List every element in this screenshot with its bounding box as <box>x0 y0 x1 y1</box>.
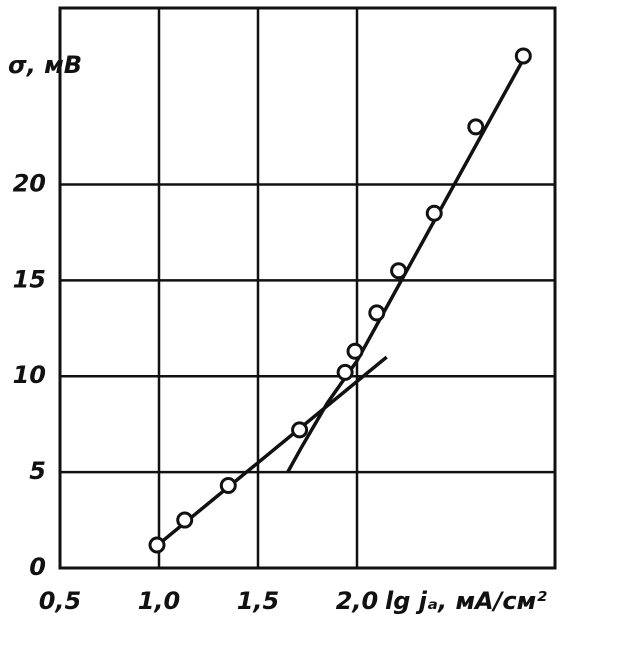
y-tick-label: 15 <box>13 265 46 293</box>
plot-frame <box>58 6 557 570</box>
data-point <box>336 363 354 381</box>
y-tick-label: 5 <box>29 457 46 485</box>
x-tick-label: 0,5 <box>39 587 82 615</box>
x-axis-label: lg jₐ, мА/см² <box>385 587 547 615</box>
data-point <box>467 118 485 136</box>
x-tick-label: 1,5 <box>237 587 280 615</box>
data-point <box>425 204 443 222</box>
y-tick-label: 10 <box>13 361 46 389</box>
x-tick-label: 1,0 <box>138 587 181 615</box>
data-point <box>176 511 194 529</box>
y-tick-label: 0 <box>29 553 46 581</box>
data-point <box>390 262 408 280</box>
y-tick-label: 20 <box>13 169 46 197</box>
data-point <box>291 421 309 439</box>
y-axis-label: σ, мВ <box>8 51 82 79</box>
data-point <box>346 342 364 360</box>
fit-line <box>286 51 529 473</box>
x-tick-label: 2,0 <box>336 587 379 615</box>
data-point <box>368 304 386 322</box>
data-point <box>148 536 166 554</box>
data-point <box>514 47 532 65</box>
data-point <box>219 477 237 495</box>
